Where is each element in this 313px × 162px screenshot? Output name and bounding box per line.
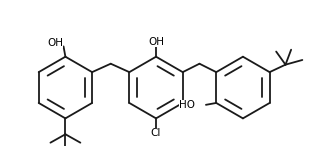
Text: HO: HO (179, 100, 195, 110)
Text: OH: OH (148, 37, 164, 47)
Text: OH: OH (47, 38, 63, 48)
Text: Cl: Cl (151, 128, 161, 138)
